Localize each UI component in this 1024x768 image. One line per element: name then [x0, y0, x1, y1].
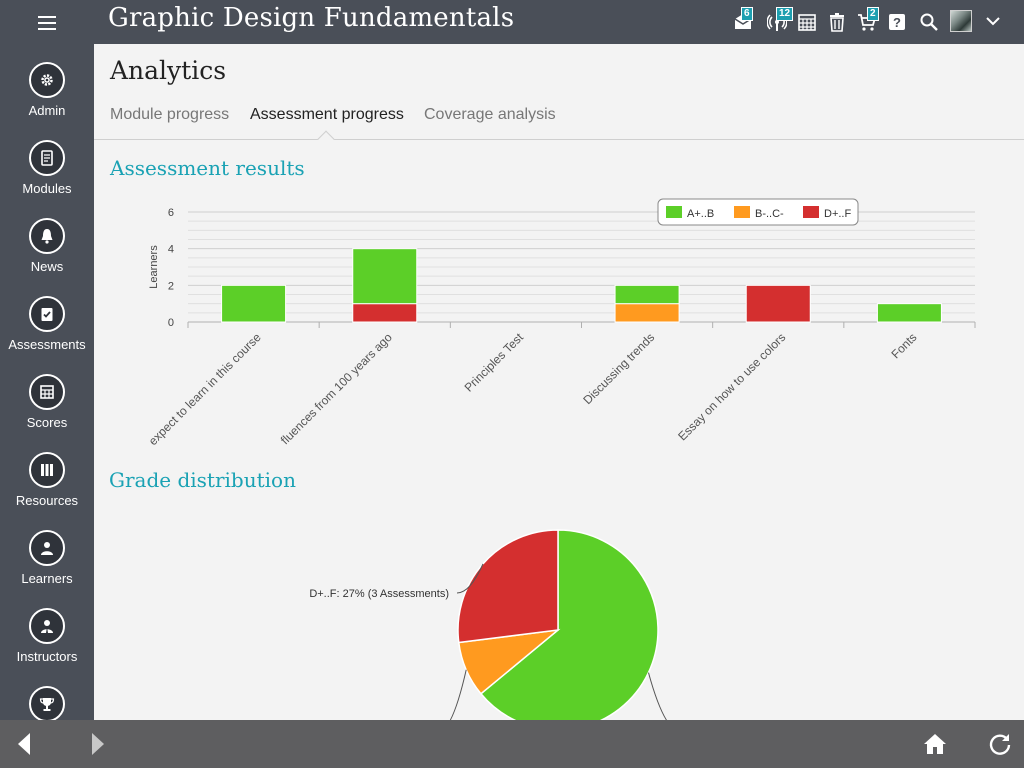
sidebar-item-scores[interactable]: Scores — [0, 374, 94, 450]
x-tick-label: Discussing trends — [580, 330, 657, 407]
y-tick-label: 2 — [168, 280, 174, 292]
sidebar-item-label: News — [30, 259, 64, 274]
cart-badge: 2 — [867, 7, 879, 21]
books-icon — [41, 464, 53, 476]
assessment-results-chart: 0 2 4 6 Learners expect to learn in this cour… — [146, 198, 976, 448]
pie-connector — [449, 669, 467, 720]
sidebar-item-label: Modules — [22, 181, 72, 196]
y-tick-label: 4 — [168, 244, 174, 256]
messages-badge: 6 — [741, 7, 753, 21]
pie-slice — [457, 529, 559, 644]
pie-slice — [479, 529, 659, 720]
tab-coverage-analysis[interactable]: Coverage analysis — [424, 106, 556, 123]
assessment-results-title: Assessment results — [110, 156, 305, 180]
tab-assessment-progress[interactable]: Assessment progress — [250, 106, 404, 123]
grade-distribution-chart: A+..B: 64% (7 Assessments)B-..C-: 9% (1 … — [309, 529, 667, 720]
sidebar-item-achievements[interactable] — [0, 686, 94, 720]
search-icon[interactable] — [917, 10, 941, 34]
sidebar-item-label: Assessments — [8, 337, 86, 352]
bar-D+..F — [352, 303, 418, 323]
refresh-icon[interactable] — [987, 732, 1013, 756]
home-icon[interactable] — [922, 732, 948, 756]
chart-legend: A+..B B-..C- D+..F — [657, 198, 859, 226]
y-tick-label: 6 — [168, 207, 174, 219]
sidebar-item-label: Scores — [26, 415, 68, 430]
x-tick-label: expect to learn in this course — [146, 330, 264, 448]
calendar-icon[interactable] — [795, 10, 819, 34]
sidebar-item-instructors[interactable]: Instructors — [0, 608, 94, 684]
sidebar-item-modules[interactable]: Modules — [0, 140, 94, 216]
bar-B-..C- — [614, 303, 680, 323]
tab-divider — [94, 139, 1024, 140]
hamburger-menu-icon[interactable] — [30, 12, 64, 34]
pie-connector — [456, 563, 484, 594]
sidebar-item-resources[interactable]: Resources — [0, 452, 94, 528]
legend-swatch — [666, 206, 682, 218]
person-icon — [41, 542, 53, 555]
sidebar-item-label: Admin — [28, 103, 66, 118]
x-tick-label: fluences from 100 years ago — [278, 330, 395, 447]
chevron-down-icon[interactable] — [984, 14, 1002, 28]
bar-A+..B — [221, 284, 287, 323]
legend-label: A+..B — [687, 208, 714, 220]
bell-icon — [41, 229, 53, 244]
sidebar-item-learners[interactable]: Learners — [0, 530, 94, 606]
top-bar: Graphic Design Fundamentals 6 12 2 ? — [0, 0, 1024, 44]
help-icon[interactable]: ? — [885, 10, 909, 34]
bar-A+..B — [876, 303, 942, 323]
legend-box — [657, 198, 859, 226]
legend-swatch — [734, 206, 750, 218]
sidebar-item-label: Learners — [21, 571, 73, 586]
svg-text:?: ? — [893, 15, 901, 30]
x-tick-label: Essay on how to use colors — [675, 330, 788, 443]
bar-D+..F — [745, 284, 811, 323]
tab-module-progress[interactable]: Module progress — [110, 106, 230, 123]
sidebar: Admin Modules News Assessments Scores Re… — [0, 44, 94, 720]
page-title: Analytics — [110, 56, 227, 85]
sidebar-item-admin[interactable]: Admin — [0, 62, 94, 138]
bar-A+..B — [352, 248, 418, 305]
bar-A+..B — [614, 284, 680, 305]
bottom-bar — [0, 720, 1024, 768]
instructor-icon — [41, 620, 53, 634]
sidebar-item-label: Instructors — [16, 649, 78, 664]
checklist-icon — [41, 308, 53, 321]
back-arrow-icon[interactable] — [12, 732, 38, 756]
active-tab-indicator — [317, 130, 335, 148]
gradebook-icon — [40, 385, 54, 399]
legend-label: B-..C- — [755, 208, 784, 220]
forward-arrow-icon[interactable] — [84, 732, 110, 756]
trash-icon[interactable] — [825, 10, 849, 34]
legend-swatch — [803, 206, 819, 218]
x-tick-label: Principles Test — [462, 330, 527, 395]
sidebar-item-news[interactable]: News — [0, 218, 94, 294]
sidebar-item-label: Resources — [15, 493, 79, 508]
pie-connector — [648, 672, 667, 720]
signal-badge: 12 — [776, 7, 794, 21]
messages-icon[interactable]: 6 — [731, 7, 755, 34]
legend-label: D+..F — [824, 208, 851, 220]
signal-icon[interactable]: 12 — [765, 7, 794, 34]
main-content: Analytics Module progress Assessment pro… — [94, 44, 1024, 720]
cart-icon[interactable]: 2 — [855, 7, 879, 34]
gear-icon — [41, 74, 53, 86]
y-axis-label: Learners — [148, 245, 160, 289]
grade-distribution-title: Grade distribution — [109, 468, 296, 492]
trophy-icon — [39, 698, 55, 711]
sidebar-item-assessments[interactable]: Assessments — [0, 296, 94, 372]
y-tick-label: 0 — [168, 317, 174, 329]
pie-label: D+..F: 27% (3 Assessments) — [309, 588, 449, 600]
x-tick-label: Fonts — [888, 330, 919, 361]
course-title: Graphic Design Fundamentals — [108, 3, 515, 33]
book-icon — [41, 150, 53, 166]
user-avatar[interactable] — [950, 10, 972, 32]
